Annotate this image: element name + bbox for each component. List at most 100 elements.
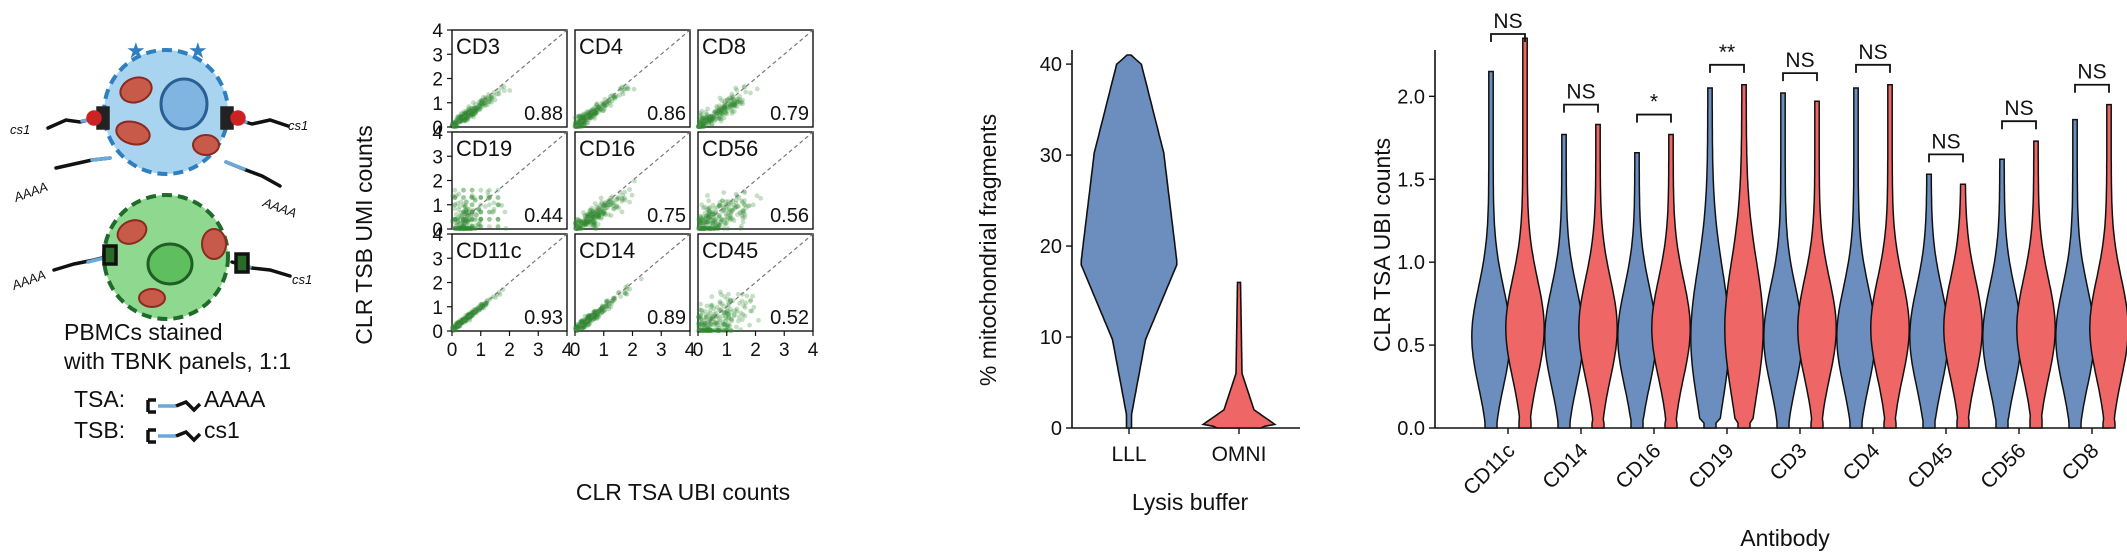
scatter-point [627, 187, 632, 192]
scatter-point [582, 313, 588, 319]
scatter-point [724, 97, 730, 103]
scatter-point [593, 110, 599, 116]
scatter-point [613, 204, 618, 210]
scatter-point [580, 123, 585, 129]
scatter-point [714, 320, 719, 326]
scatter-point [699, 202, 705, 208]
scatter-point [627, 199, 632, 205]
scatter-point [705, 312, 711, 318]
x-tick-label: 1 [598, 340, 609, 361]
svg-text:★: ★ [188, 38, 208, 63]
scatter-point [477, 103, 482, 109]
scatter-point [454, 117, 459, 122]
scatter-point [698, 325, 704, 330]
scatter-point [584, 113, 590, 118]
scatter-point [463, 318, 469, 323]
scatter-point [730, 103, 736, 109]
scatter-point [701, 226, 706, 231]
scatter-point [724, 310, 730, 316]
scatter-point [718, 108, 724, 114]
scatter-point [705, 219, 711, 225]
scatter-point [746, 203, 752, 209]
scatter-point [471, 111, 476, 116]
scatter-point [591, 313, 597, 319]
scatter-point [724, 328, 730, 333]
scatter-point [496, 202, 502, 208]
scatter-point [725, 96, 731, 102]
scatter-point [591, 316, 596, 322]
scatter-point [583, 321, 589, 326]
scatter-point [499, 203, 505, 208]
scatter-point [582, 221, 588, 226]
scatter-point [586, 321, 592, 327]
scatter-point [463, 313, 469, 318]
scatter-point [460, 218, 466, 224]
scatter-point [734, 324, 739, 330]
scatter-point [587, 314, 593, 320]
scatter-point [462, 204, 468, 209]
scatter-point [576, 326, 582, 331]
scatter-point [722, 328, 727, 333]
scatter-point [470, 313, 475, 318]
scatter-point [734, 309, 740, 314]
scatter-point [729, 91, 735, 97]
scatter-point [477, 105, 483, 111]
scatter-point [454, 212, 459, 217]
scatter-point [478, 195, 484, 200]
scatter-point [711, 114, 717, 119]
scatter-point [461, 315, 466, 321]
scatter-point [576, 113, 582, 119]
scatter-point [625, 283, 630, 289]
x-tick-label: 3 [656, 340, 667, 361]
scatter-point [457, 226, 463, 231]
y-tick-label: 0 [1051, 418, 1062, 440]
scatter-point [450, 324, 456, 330]
scatter-point [719, 198, 725, 204]
scatter-point [726, 314, 732, 319]
scatter-point [603, 303, 609, 308]
scatter-point [478, 195, 484, 200]
scatter-point [469, 111, 475, 117]
aaaa-label: AAAA [9, 267, 48, 293]
scatter-point [587, 207, 593, 213]
scatter-point [734, 97, 740, 103]
scatter-point [461, 202, 466, 208]
scatter-point [497, 292, 503, 297]
scatter-point [739, 213, 745, 219]
scatter-point [702, 210, 708, 216]
scatter-point [703, 118, 709, 124]
scatter-point [586, 220, 591, 226]
scatter-point [588, 216, 594, 222]
scatter-point [712, 219, 718, 225]
cs1-label: cs1 [10, 122, 30, 137]
scatter-point [576, 122, 582, 128]
scatter-point [458, 319, 463, 325]
scatter-point [730, 100, 736, 105]
scatter-point [458, 114, 464, 119]
scatter-point [701, 205, 706, 211]
scatter-point [742, 190, 748, 196]
scatter-point [717, 202, 723, 208]
scatter-point [491, 206, 497, 212]
scatter-point [718, 110, 723, 116]
scatter-point [478, 216, 484, 222]
scatter-point [725, 108, 730, 114]
scatter-point [725, 312, 731, 317]
scatter-point [619, 89, 625, 95]
scatter-point [699, 121, 705, 127]
scatter-point [583, 320, 589, 326]
scatter-point [459, 319, 465, 325]
scatter-point [595, 313, 601, 319]
scatter-point [734, 99, 740, 105]
scatter-point [705, 328, 711, 333]
subplot-correlation-value: 0.86 [647, 103, 686, 125]
significance-bracket [2001, 120, 2037, 130]
scatter-point [464, 223, 469, 229]
scatter-point [478, 302, 484, 307]
scatter-point [581, 320, 586, 325]
scatter-point [584, 120, 590, 126]
scatter-point [586, 117, 592, 123]
scatter-point [574, 118, 580, 124]
scatter-point [605, 205, 610, 211]
scatter-point [707, 205, 713, 211]
